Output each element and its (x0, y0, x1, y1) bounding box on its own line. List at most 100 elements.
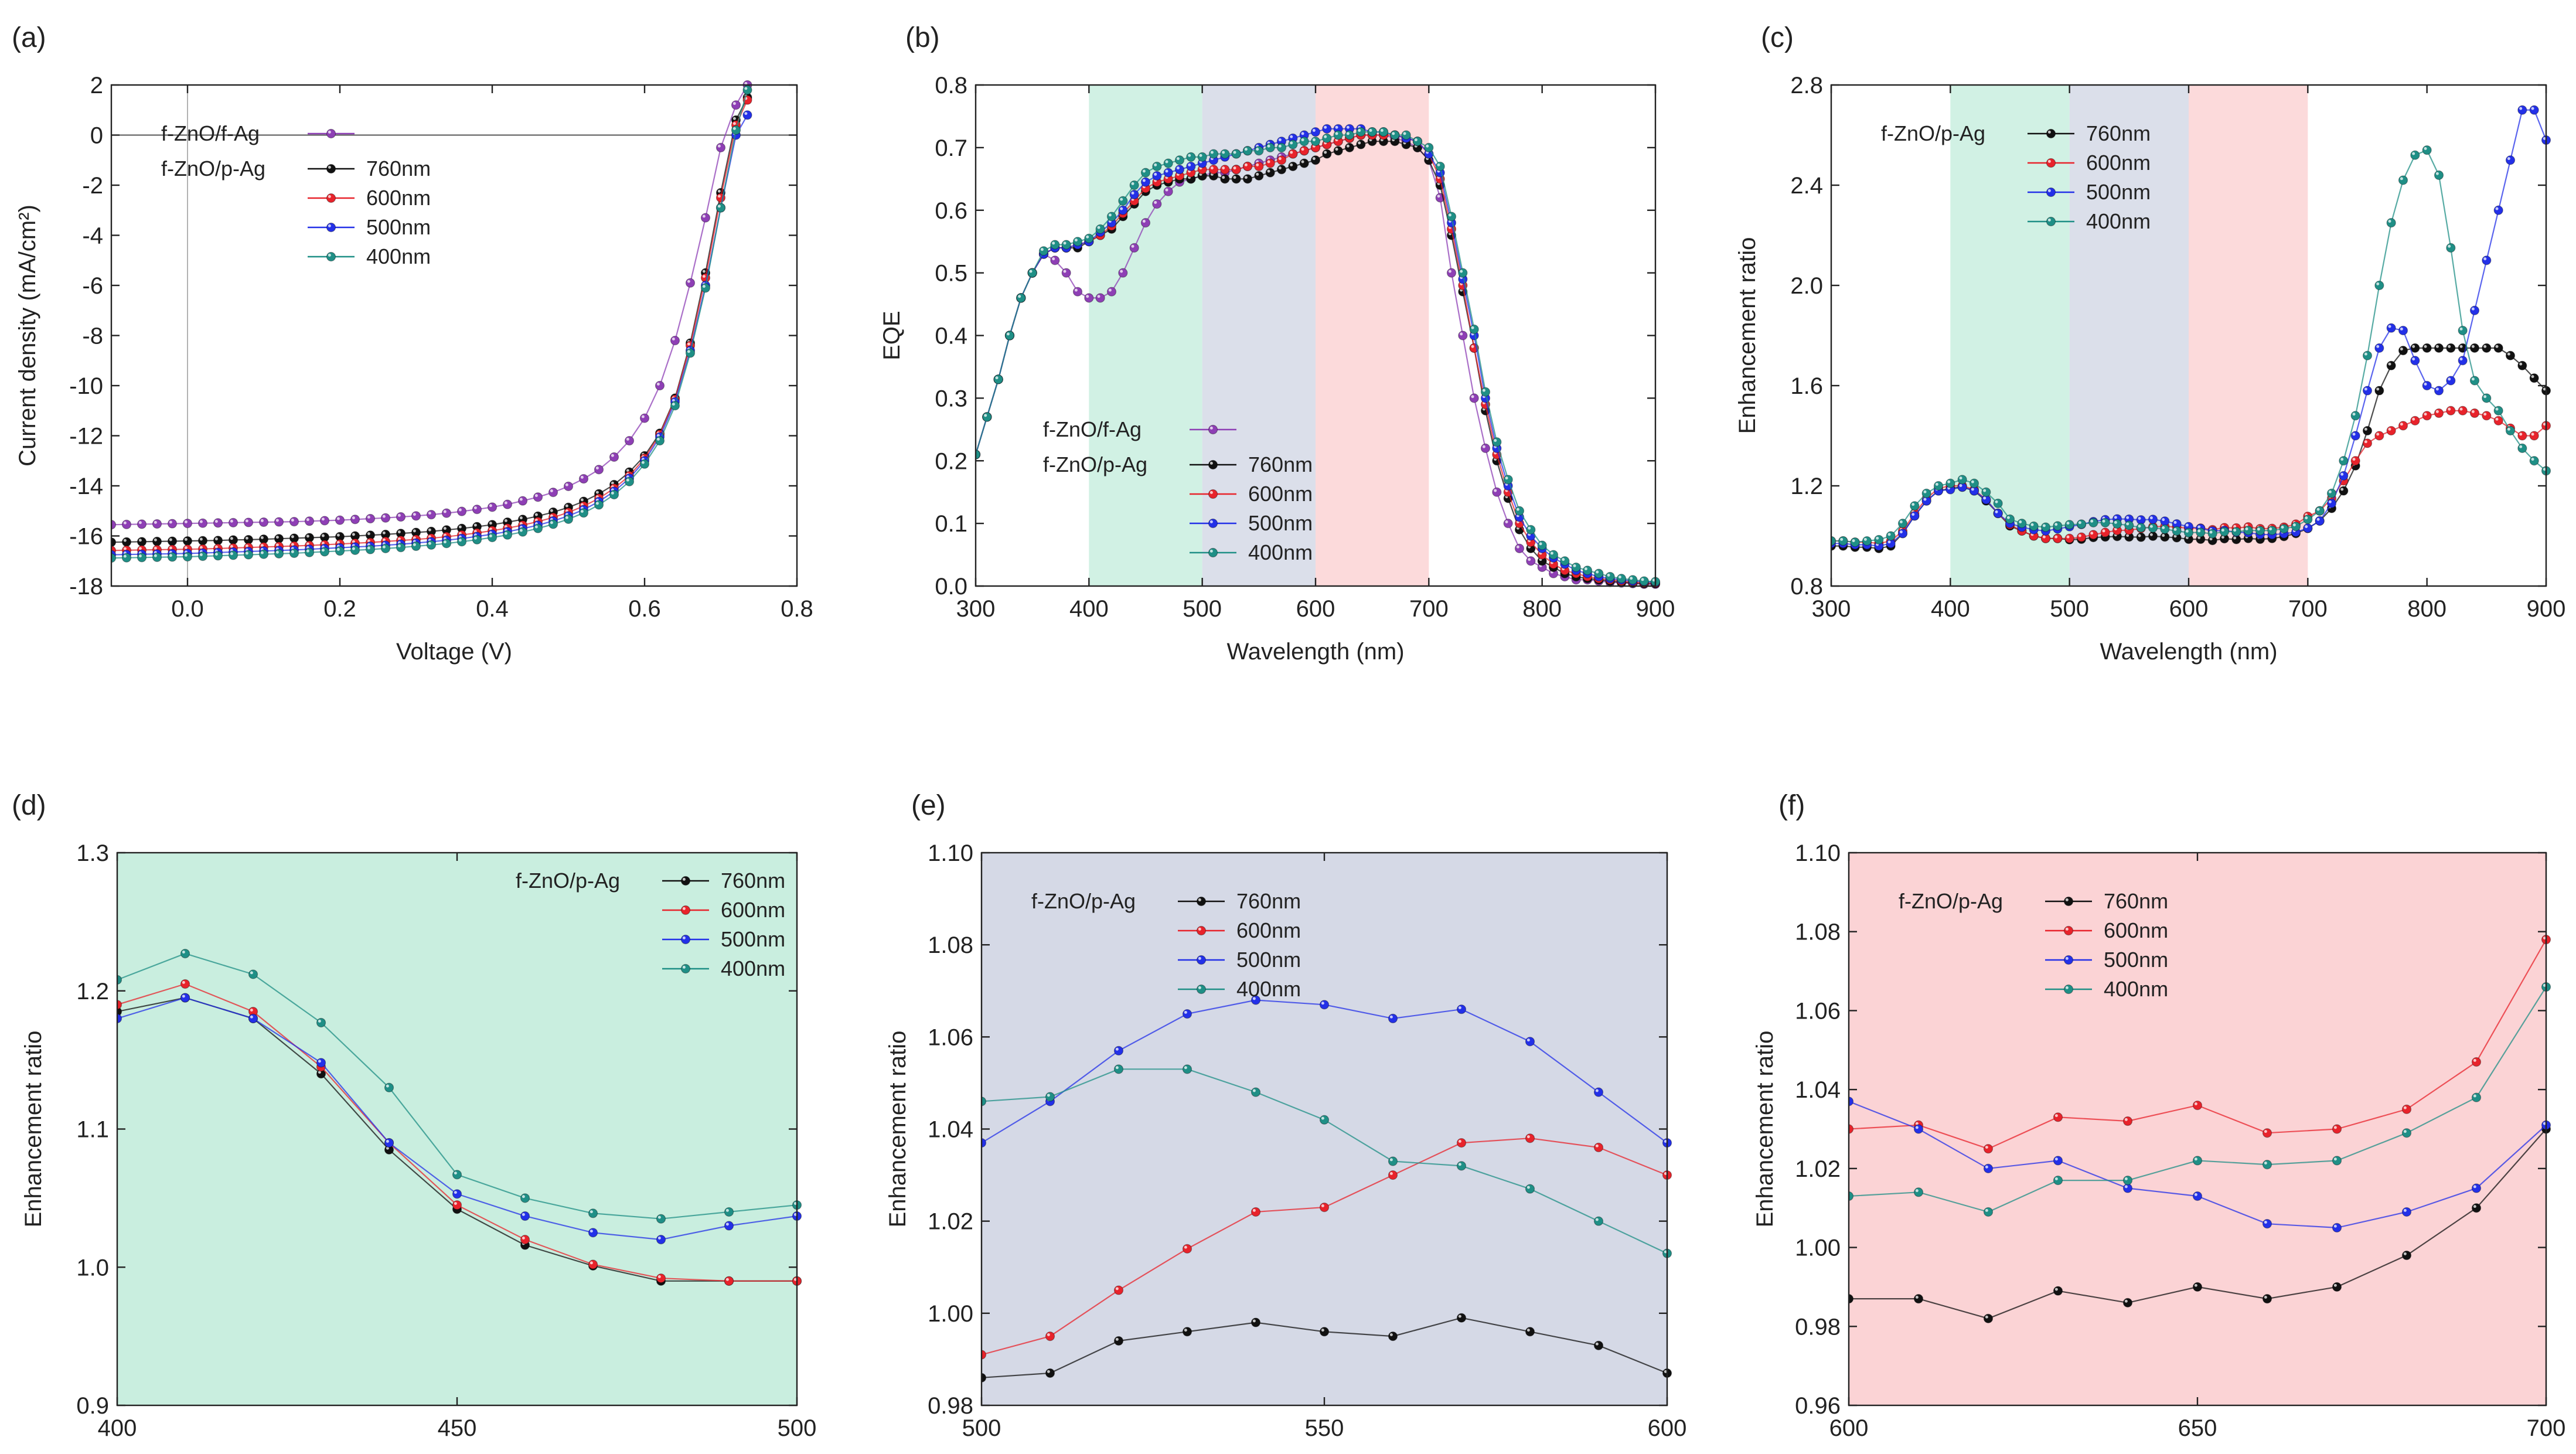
data-point-s760-dot (137, 537, 147, 547)
data-point-f_ag-dot (1084, 293, 1094, 303)
data-point-s600-highlight (2245, 524, 2248, 527)
data-point-s400 (1072, 237, 1083, 247)
data-point-s760 (1254, 171, 1264, 181)
data-point-s400-dot (1242, 146, 1253, 156)
data-point-s760-dot (2529, 373, 2539, 383)
data-point-f_ag-dot (700, 213, 711, 223)
data-point-s400-highlight (123, 554, 127, 558)
data-point-f_ag-highlight (1086, 295, 1089, 298)
data-point-s400-highlight (1414, 138, 1418, 142)
data-point-s600-highlight (2388, 427, 2391, 431)
data-point-s400-highlight (2531, 458, 2534, 461)
data-point-s500-highlight (2126, 516, 2129, 519)
data-point-s600-highlight (413, 536, 416, 540)
data-point-s600 (2434, 408, 2444, 418)
data-point-f_ag-highlight (1142, 220, 1146, 223)
data-point-s600-highlight (657, 1275, 661, 1278)
data-point-s400 (2064, 520, 2074, 530)
data-point-s400-highlight (1539, 542, 1542, 546)
data-point-s500 (2160, 516, 2170, 526)
data-point-s400 (411, 541, 421, 551)
data-point-s500-dot (1163, 168, 1173, 178)
data-point-s500 (316, 1058, 326, 1068)
data-point-s600-highlight (2054, 1114, 2058, 1118)
data-point-s600 (656, 1273, 666, 1283)
data-point-s400-highlight (1923, 490, 1927, 493)
data-point-s400-highlight (504, 532, 507, 535)
y-tick-label: 0.8 (935, 73, 967, 98)
data-point-s400-dot (426, 540, 437, 550)
data-point-s760-highlight (1526, 1329, 1530, 1332)
data-point-s400-highlight (321, 549, 325, 552)
data-point-s400-highlight (458, 539, 462, 542)
data-point-s400-highlight (2042, 524, 2046, 527)
data-point-s400-highlight (382, 545, 386, 549)
data-point-f_ag-dot (228, 517, 238, 527)
data-point-s760 (1045, 1368, 1055, 1378)
plot-area (1849, 935, 2551, 1323)
data-point-s760 (1983, 1313, 1994, 1323)
data-point-f_ag (1050, 256, 1060, 265)
data-point-s400-dot (2303, 515, 2313, 525)
x-tick-label: 450 (438, 1415, 477, 1441)
data-point-s400 (1993, 498, 2003, 509)
legend-title: f-ZnO/p-Ag (516, 869, 620, 893)
data-point-s760 (502, 517, 513, 527)
data-point-f_ag-dot (197, 518, 208, 528)
data-point-s400 (1838, 536, 1848, 546)
data-point-s400 (1582, 566, 1593, 576)
legend-marker-s500 (326, 222, 336, 233)
panel-label: (e) (911, 790, 946, 821)
data-point-f_ag-highlight (1437, 195, 1440, 198)
data-point-s400-dot (2076, 519, 2087, 529)
data-point-s400-dot (396, 543, 406, 553)
data-point-s500-highlight (2435, 387, 2439, 391)
data-point-s600 (1182, 1244, 1192, 1254)
data-point-s760-highlight (169, 538, 172, 542)
data-point-s760 (1525, 1327, 1535, 1337)
data-point-s400-highlight (245, 551, 248, 555)
data-point-s400-highlight (1176, 157, 1180, 161)
data-point-s400 (700, 283, 711, 293)
data-point-s400-highlight (1630, 577, 1633, 580)
data-point-s500-highlight (1664, 1139, 1667, 1143)
legend-marker-s400 (2046, 216, 2056, 227)
data-point-f_ag (197, 518, 208, 528)
data-point-s500-highlight (1312, 129, 1316, 132)
data-point-s500-dot (2148, 515, 2158, 525)
data-point-s400-highlight (169, 554, 172, 557)
data-point-s760-dot (2471, 1203, 2482, 1213)
data-point-s400-dot (2064, 520, 2074, 530)
data-point-s600-dot (2374, 431, 2384, 441)
data-point-s400-highlight (2194, 1157, 2197, 1161)
data-point-s400-highlight (199, 553, 203, 556)
data-point-s600-highlight (2264, 1130, 2267, 1133)
data-point-s760 (1299, 158, 1309, 168)
data-point-s400-highlight (626, 478, 629, 482)
data-point-s760-dot (182, 536, 193, 546)
data-point-s400-dot (548, 519, 558, 529)
data-point-s400-dot (670, 401, 680, 411)
data-point-s760-highlight (291, 535, 294, 539)
data-point-f_ag (502, 499, 513, 509)
data-point-s400-dot (228, 550, 238, 560)
data-point-s760-highlight (2543, 387, 2546, 391)
data-point-s400-highlight (138, 554, 142, 558)
data-point-s500-dot (2482, 256, 2492, 265)
data-point-s400 (2053, 1175, 2063, 1186)
data-point-s500-highlight (1346, 125, 1350, 129)
data-point-s600-highlight (352, 540, 355, 543)
data-point-s400-dot (335, 546, 345, 556)
data-point-s600-highlight (2473, 1058, 2476, 1062)
data-point-s760 (1390, 137, 1400, 147)
data-point-s500 (2192, 1191, 2203, 1201)
data-point-f_ag-dot (533, 492, 543, 502)
legend-label-s600: 600nm (1248, 482, 1313, 506)
data-point-s400-highlight (2102, 519, 2105, 523)
data-point-s500 (588, 1228, 598, 1238)
data-point-f_ag-dot (472, 505, 482, 515)
data-point-f_ag (274, 517, 284, 527)
data-point-s500-highlight (2185, 523, 2189, 527)
data-point-s600-highlight (123, 547, 127, 550)
data-point-s400 (731, 125, 741, 135)
